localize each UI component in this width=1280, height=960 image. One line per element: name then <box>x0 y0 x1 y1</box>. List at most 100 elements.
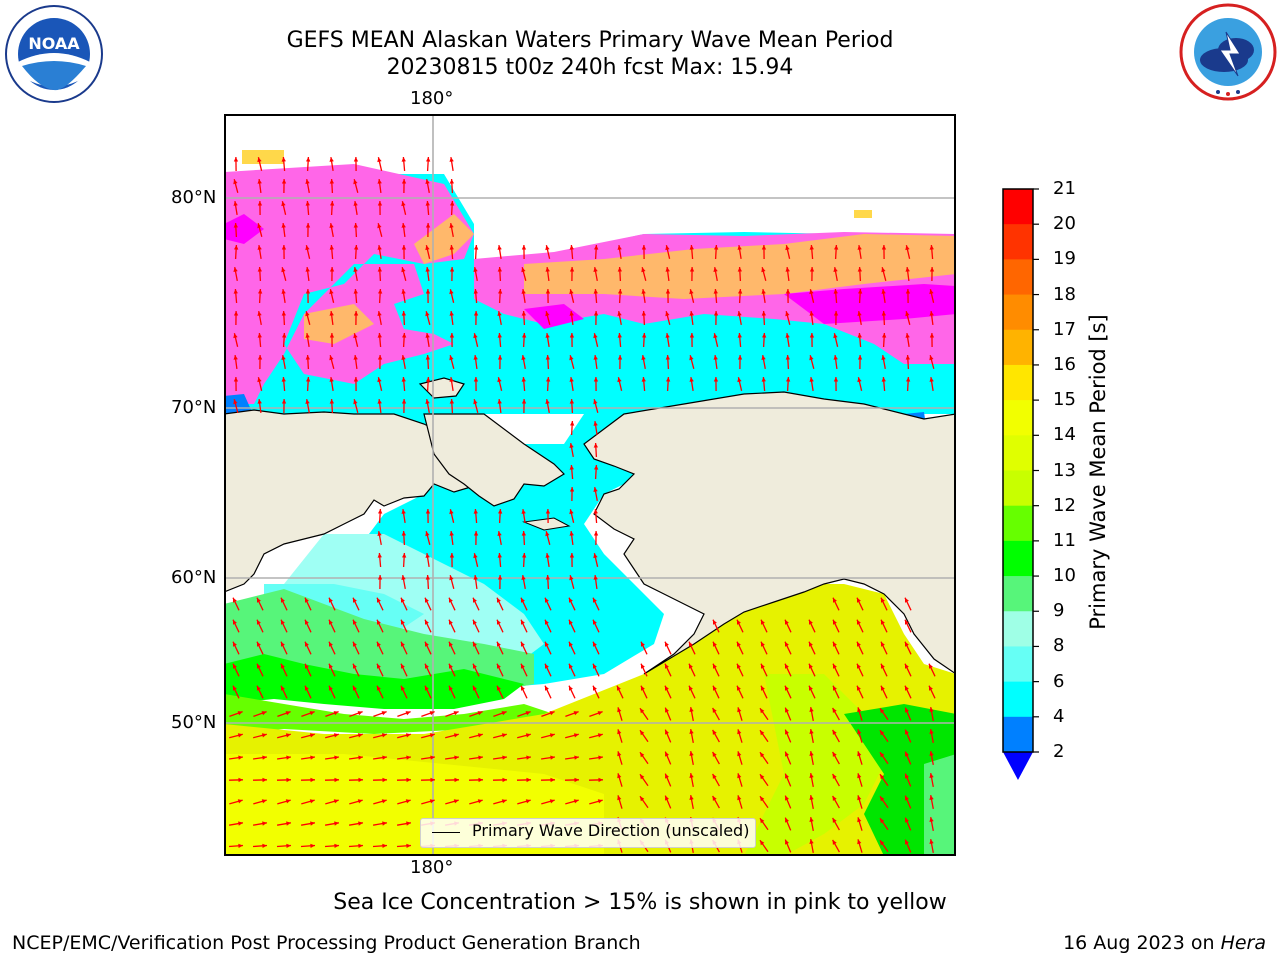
wave-arrow-head <box>857 597 861 603</box>
wave-arrow-head <box>665 751 669 757</box>
wave-arrow-head <box>545 619 549 625</box>
wave-arrow-head <box>353 355 358 360</box>
wave-arrow-head <box>449 663 453 669</box>
wave-arrow-head <box>617 751 622 757</box>
wave-arrow-head <box>473 289 478 294</box>
wave-arrow-head <box>353 289 358 294</box>
wave-arrow-head <box>497 377 502 383</box>
wave-arrow-head <box>306 157 311 162</box>
wave-arrow-head <box>569 487 575 492</box>
wave-arrow-head <box>905 685 909 691</box>
wave-arrow-head <box>521 311 526 316</box>
wave-arrow-head <box>237 733 243 738</box>
wave-arrow-head <box>737 729 742 735</box>
wave-arrow-head <box>617 795 622 801</box>
wave-arrow-head <box>785 333 790 338</box>
wave-arrow-head <box>234 245 239 250</box>
wave-arrow-head <box>833 311 839 316</box>
noaa-emblem-icon: NOAA <box>5 5 103 103</box>
wave-arrow-head <box>238 821 243 826</box>
wave-period-map <box>224 114 956 856</box>
wave-arrow-head <box>905 663 909 669</box>
wave-arrow-head <box>353 157 359 162</box>
wave-arrow-head <box>593 355 598 360</box>
wave-arrow-head <box>905 839 909 845</box>
wave-arrow-head <box>833 355 838 360</box>
wave-arrow-head <box>425 531 430 537</box>
wave-arrow-head <box>233 201 238 206</box>
wave-arrow-head <box>285 711 291 716</box>
wave-arrow-head <box>401 289 406 294</box>
wave-arrow-head <box>357 799 363 804</box>
wave-arrow-head <box>449 355 454 361</box>
wave-arrow-head <box>785 311 790 317</box>
wave-arrow-head <box>526 777 531 783</box>
wave-arrow-head <box>257 245 262 250</box>
wave-arrow-head <box>330 201 335 206</box>
wave-arrow-head <box>549 733 555 738</box>
wave-arrow-head <box>785 795 789 801</box>
wave-arrow-head <box>809 289 814 295</box>
wave-arrow-head <box>430 755 435 760</box>
wave-arrow-head <box>257 377 262 383</box>
wave-arrow-head <box>449 377 454 382</box>
wave-arrow-head <box>880 840 885 846</box>
wave-arrow-head <box>929 839 934 844</box>
wave-arrow-head <box>761 663 765 669</box>
wave-arrow-head <box>285 799 291 804</box>
wave-arrow-head <box>473 399 478 405</box>
wave-arrow-head <box>785 685 789 691</box>
wave-arrow-head <box>406 821 411 826</box>
wave-arrow-head <box>261 733 267 738</box>
wave-arrow-head <box>477 733 483 738</box>
wave-arrow-head <box>430 777 435 783</box>
wave-arrow-head <box>761 685 765 691</box>
wave-arrow-head <box>833 267 838 272</box>
wave-arrow-head <box>929 333 935 338</box>
wave-arrow-head <box>521 377 526 382</box>
wave-arrow-head <box>357 733 363 738</box>
wave-arrow-head <box>665 289 671 294</box>
wave-arrow-head <box>281 597 285 603</box>
wave-arrow-head <box>281 289 286 294</box>
wave-arrow-head <box>550 777 555 783</box>
wave-arrow-head <box>785 663 789 669</box>
wave-arrow-head <box>377 399 382 404</box>
colorbar-segment <box>1003 646 1033 683</box>
wave-arrow-head <box>593 399 598 405</box>
wave-arrow-head <box>257 355 263 360</box>
wave-arrow-head <box>401 267 406 273</box>
wave-arrow-head <box>425 597 429 603</box>
wave-arrow-head <box>834 245 839 250</box>
wave-arrow-head <box>401 311 406 316</box>
wave-arrow-head <box>593 597 597 603</box>
wave-arrow-head <box>857 377 862 383</box>
wave-arrow-head <box>377 201 383 206</box>
wave-arrow-head <box>377 663 381 669</box>
wave-arrow-head <box>281 201 286 207</box>
wave-arrow-head <box>429 733 435 738</box>
wave-arrow-head <box>353 267 358 272</box>
wave-arrow-head <box>881 245 887 250</box>
wave-arrow-head <box>333 733 339 738</box>
wave-arrow-head <box>497 399 502 404</box>
wave-arrow-head <box>593 575 598 580</box>
wave-arrow-head <box>857 663 861 669</box>
wave-arrow-head <box>353 685 357 691</box>
wave-arrow-head <box>233 289 238 294</box>
wave-arrow-head <box>574 755 579 760</box>
wave-arrow-head <box>641 267 646 273</box>
sea-ice-caption: Sea Ice Concentration > 15% is shown in … <box>333 890 947 915</box>
wave-arrow-head <box>929 289 934 295</box>
wave-arrow-head <box>713 663 717 669</box>
wave-arrow-head <box>498 509 503 514</box>
wave-arrow-head <box>353 179 358 185</box>
wave-arrow-head <box>329 641 333 647</box>
lon-label-top: 180° <box>410 88 454 109</box>
wave-arrow-head <box>526 755 531 760</box>
wave-arrow-head <box>640 730 645 736</box>
wave-arrow-head <box>353 399 358 405</box>
wave-arrow-head <box>501 733 507 738</box>
wave-arrow-head <box>593 509 598 514</box>
wave-arrow-head <box>569 289 574 295</box>
